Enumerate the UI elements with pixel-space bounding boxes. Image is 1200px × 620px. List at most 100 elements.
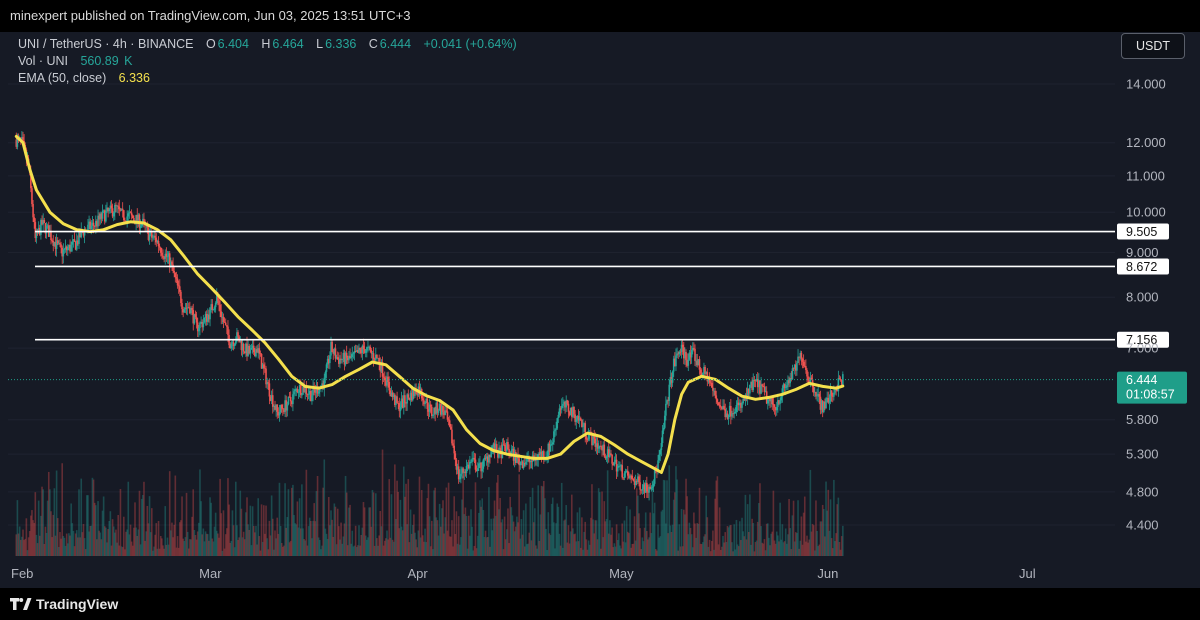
volume-bar (803, 496, 806, 556)
candle-body (467, 464, 470, 469)
volume-bar (23, 540, 25, 556)
volume-bar (518, 474, 520, 556)
candle-body (425, 398, 427, 403)
candle-body (450, 426, 452, 430)
volume-bar (637, 495, 639, 556)
volume-bar (426, 498, 429, 556)
volume-bar (628, 533, 630, 556)
candle-body (724, 409, 727, 418)
volume-bar (817, 546, 819, 556)
volume-bar (633, 516, 636, 556)
volume-bar (181, 496, 183, 556)
candle-body (707, 379, 710, 382)
candle-body (660, 443, 663, 451)
candle-body (321, 383, 323, 386)
volume-bar (236, 525, 238, 556)
candle-body (427, 409, 430, 412)
candle-body (651, 487, 654, 488)
volume-bar (372, 492, 375, 556)
price-chart[interactable]: 9.505 8.672 7.156 14.000 12.000 11.000 10.000… (0, 32, 1200, 588)
volume-bar (315, 491, 318, 556)
candle-body (516, 454, 518, 463)
currency-button[interactable]: USDT (1121, 33, 1185, 59)
candle-body (424, 402, 426, 405)
candle-body (821, 400, 824, 413)
candle-body (392, 394, 395, 397)
candle-body (448, 420, 451, 427)
candle-body (182, 309, 184, 313)
volume-bar (819, 521, 822, 556)
candle-body (787, 380, 789, 386)
volume-bar (30, 515, 32, 556)
candle-body (340, 358, 342, 361)
candle-body (809, 377, 812, 384)
volume-bar (174, 475, 177, 556)
volume-bar (675, 466, 677, 556)
candle-body (700, 373, 703, 376)
y-tick-label: 14.000 (1126, 77, 1166, 92)
tradingview-logo[interactable]: TradingView (10, 595, 118, 613)
volume-bar (559, 545, 562, 556)
volume-bar (59, 532, 61, 556)
volume-bar (116, 542, 118, 556)
candle-body (784, 387, 787, 389)
volume-bar (490, 518, 492, 556)
candle-body (77, 240, 79, 244)
candle-body (41, 219, 43, 225)
volume-bar (530, 540, 533, 556)
volume-bar (307, 526, 310, 556)
candle-body (358, 347, 360, 353)
candle-body (273, 405, 275, 407)
chart-panel[interactable]: 9.505 8.672 7.156 14.000 12.000 11.000 10.000… (0, 32, 1200, 588)
volume-bar (142, 495, 144, 556)
candle-body (642, 484, 645, 489)
volume-bar (434, 487, 436, 556)
candle-body (528, 456, 531, 463)
volume-bar (775, 531, 778, 556)
candle-body (790, 378, 793, 380)
volume-bar (714, 498, 716, 556)
volume-bar (711, 540, 713, 556)
volume-bar (70, 503, 72, 556)
candle-body (92, 222, 95, 226)
volume-bar (629, 509, 631, 556)
candle-body (143, 218, 145, 222)
volume-bar (108, 521, 111, 556)
candle-body (208, 314, 210, 320)
volume-bar (702, 542, 704, 556)
candle-body (175, 277, 178, 279)
candle-body (801, 358, 804, 362)
candle-body (295, 389, 298, 390)
volume-bar (707, 546, 710, 556)
candle-body (74, 241, 77, 250)
candle-body (565, 400, 567, 408)
candle-body (551, 442, 554, 445)
volume-bar (602, 537, 604, 556)
candle-body (549, 444, 552, 452)
candle-body (198, 328, 200, 332)
candle-body (526, 458, 528, 462)
candle-body (33, 217, 35, 223)
candle-body (32, 204, 34, 218)
candle-body (217, 294, 219, 301)
candle-body (557, 414, 560, 419)
candle-body (50, 231, 52, 240)
volume-bar (535, 545, 537, 556)
candle-body (258, 348, 261, 354)
candle-body (805, 366, 807, 371)
volume-bar (527, 543, 529, 556)
candle-body (227, 326, 229, 336)
candle-body (747, 388, 750, 394)
volume-bar (405, 483, 407, 556)
volume-bar (830, 538, 833, 556)
volume-bar (214, 512, 217, 556)
candle-body (362, 345, 365, 350)
volume-bar (332, 536, 335, 556)
candle-body (22, 137, 24, 141)
candle-body (826, 397, 828, 399)
candle-body (151, 231, 153, 238)
volume-bar (557, 506, 560, 556)
volume-bar (447, 482, 450, 556)
candle-body (725, 413, 728, 418)
